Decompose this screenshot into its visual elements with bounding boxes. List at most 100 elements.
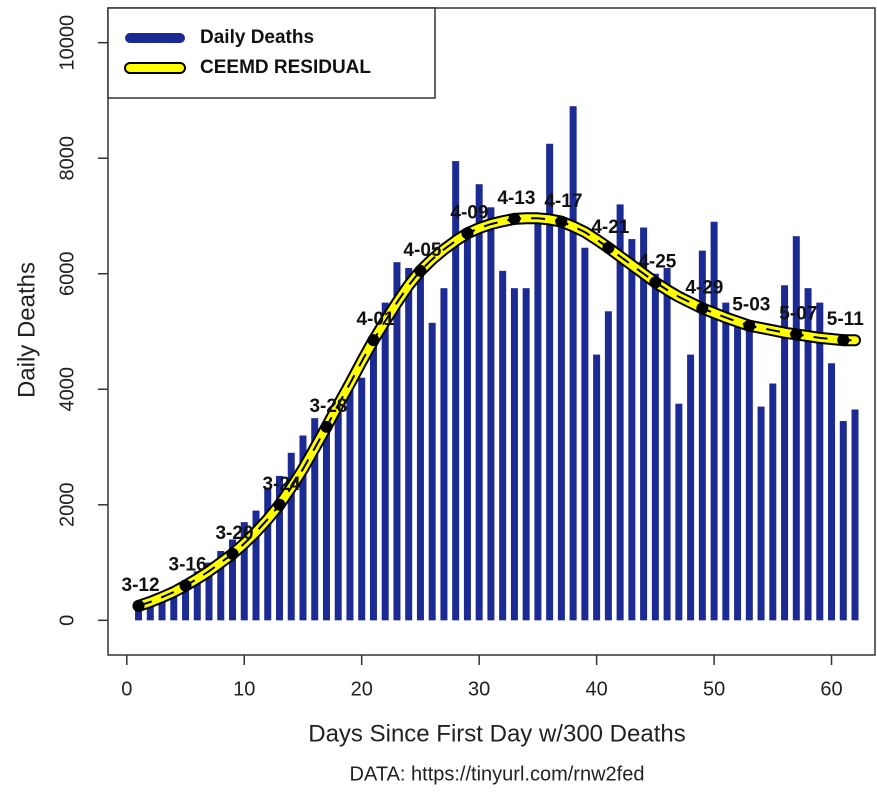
bar	[510, 288, 518, 621]
bar	[264, 487, 272, 621]
x-tick-label: 50	[703, 678, 725, 700]
bar	[275, 475, 283, 621]
y-axis-label: Daily Deaths	[13, 262, 40, 398]
point	[179, 579, 192, 592]
legend-box	[107, 7, 436, 99]
bar	[851, 409, 859, 621]
point	[367, 334, 380, 347]
bar	[687, 354, 695, 621]
bar	[828, 363, 836, 621]
bar	[252, 510, 260, 621]
bar	[182, 579, 190, 621]
y-tick-label: 0	[56, 615, 78, 626]
x-tick-label: 0	[121, 678, 132, 700]
point	[320, 420, 333, 433]
point	[508, 212, 521, 225]
x-tick-label: 20	[351, 678, 373, 700]
point	[743, 319, 756, 332]
point	[132, 599, 145, 612]
bar	[146, 600, 154, 621]
x-axis-label: Days Since First Day w/300 Deaths	[308, 720, 685, 747]
bar	[804, 288, 812, 621]
bar	[745, 325, 753, 621]
y-tick-label: 2000	[56, 483, 78, 528]
bar	[616, 204, 624, 621]
y-tick-label: 4000	[56, 367, 78, 412]
plot-frame	[107, 7, 876, 656]
point-label: 4-01	[356, 309, 394, 330]
bar	[534, 221, 542, 621]
bar	[604, 311, 612, 621]
y-tick-label: 8000	[56, 136, 78, 181]
bar	[593, 354, 601, 621]
point-label: 3-20	[215, 523, 253, 544]
bar	[734, 319, 742, 621]
bar	[722, 302, 730, 621]
bar	[698, 250, 706, 621]
bar	[463, 233, 471, 621]
legend-label: Daily Deaths	[200, 27, 314, 48]
bar	[581, 247, 589, 621]
bar	[710, 221, 718, 621]
bar	[393, 262, 401, 621]
bar	[158, 594, 166, 621]
bar	[663, 267, 671, 621]
bar	[839, 421, 847, 621]
bar	[428, 322, 436, 621]
point-label: 5-03	[732, 295, 770, 316]
bar	[475, 184, 483, 621]
point-label: 4-21	[591, 217, 629, 238]
x-tick-label: 60	[820, 678, 842, 700]
point	[696, 302, 709, 315]
bar	[781, 285, 789, 621]
bar	[322, 423, 330, 621]
x-tick-label: 40	[585, 678, 607, 700]
point-label: 3-16	[169, 555, 207, 576]
bar	[757, 406, 765, 621]
bar	[170, 588, 178, 621]
bar	[240, 522, 248, 621]
bar	[346, 389, 354, 621]
bar	[640, 227, 648, 621]
point-label: 5-07	[779, 303, 817, 324]
point	[273, 498, 286, 511]
point-label: 4-09	[450, 202, 488, 223]
point	[414, 264, 427, 277]
point	[555, 215, 568, 228]
bar	[205, 562, 213, 621]
point	[602, 241, 615, 254]
bar	[358, 377, 366, 621]
point-label: 5-11	[827, 309, 864, 330]
footnote: DATA: https://tinyurl.com/rnw2fed	[350, 763, 645, 785]
bar	[369, 337, 377, 621]
bar	[546, 143, 554, 621]
point	[649, 276, 662, 289]
bar	[651, 273, 659, 621]
bar	[405, 267, 413, 621]
bar	[675, 403, 683, 621]
bar	[193, 571, 201, 621]
bar	[769, 383, 777, 621]
point-label: 4-13	[497, 188, 535, 209]
bar	[792, 236, 800, 621]
x-tick-label: 10	[233, 678, 255, 700]
bar	[217, 551, 225, 621]
bar	[628, 239, 636, 621]
bar	[381, 302, 389, 621]
bar	[229, 539, 237, 621]
bar	[311, 418, 319, 621]
bar	[334, 412, 342, 621]
bar	[452, 161, 460, 621]
point-label: 3-12	[122, 575, 160, 596]
bar	[287, 452, 295, 621]
legend-label: CEEMD RESIDUAL	[200, 57, 371, 78]
bar	[522, 288, 530, 621]
bar	[487, 207, 495, 621]
bar	[816, 302, 824, 621]
point-label: 3-24	[262, 474, 300, 495]
point	[226, 547, 239, 560]
point	[461, 227, 474, 240]
bar	[416, 267, 424, 621]
bar	[569, 106, 577, 621]
